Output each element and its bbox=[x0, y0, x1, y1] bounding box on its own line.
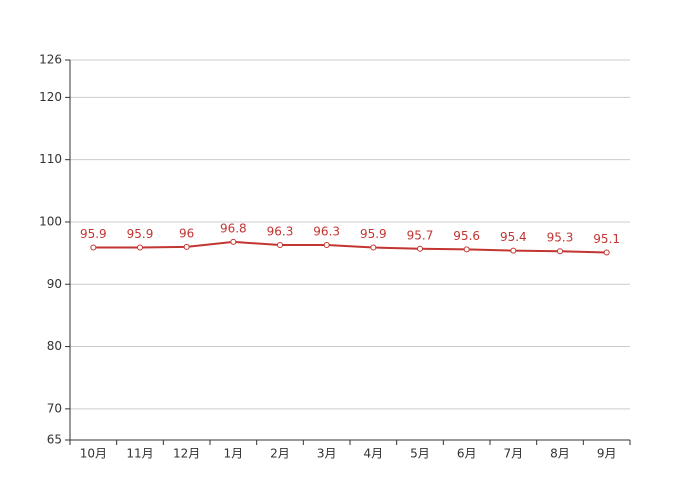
y-tick-label: 120 bbox=[39, 90, 62, 104]
data-label: 95.4 bbox=[500, 230, 527, 244]
data-label: 95.9 bbox=[127, 227, 154, 241]
x-tick-label: 11月 bbox=[126, 447, 153, 461]
data-label: 95.6 bbox=[453, 229, 480, 243]
x-tick-label: 3月 bbox=[317, 447, 337, 461]
data-point bbox=[277, 242, 283, 249]
data-point bbox=[90, 244, 97, 251]
data-label: 96.8 bbox=[220, 221, 247, 235]
y-tick-label: 100 bbox=[39, 214, 62, 228]
x-tick-label: 2月 bbox=[270, 447, 290, 461]
x-tick-label: 6月 bbox=[457, 447, 477, 461]
data-point bbox=[183, 243, 190, 250]
data-point bbox=[137, 244, 143, 251]
data-label: 95.9 bbox=[360, 227, 387, 241]
x-tick-label: 1月 bbox=[224, 447, 244, 461]
data-label: 95.9 bbox=[80, 227, 107, 241]
data-label: 95.1 bbox=[593, 232, 620, 246]
data-point bbox=[370, 244, 377, 251]
y-tick-label: 110 bbox=[39, 152, 62, 166]
y-tick-label: 65 bbox=[47, 433, 62, 447]
data-point bbox=[323, 242, 330, 249]
x-tick-label: 12月 bbox=[173, 447, 200, 461]
data-label: 95.7 bbox=[407, 228, 434, 242]
x-tick-label: 10月 bbox=[80, 447, 107, 461]
data-line bbox=[93, 240, 607, 254]
x-tick-label: 4月 bbox=[364, 447, 384, 461]
data-point bbox=[557, 248, 563, 255]
data-point bbox=[603, 249, 610, 256]
data-point bbox=[417, 245, 423, 252]
data-point bbox=[463, 246, 470, 253]
data-label: 96.3 bbox=[267, 225, 294, 239]
data-point bbox=[510, 247, 517, 254]
y-tick-label: 70 bbox=[47, 401, 62, 415]
y-tick-label: 80 bbox=[47, 339, 62, 353]
x-tick-label: 9月 bbox=[597, 447, 617, 461]
data-label: 96 bbox=[179, 226, 194, 240]
y-tick-label: 90 bbox=[47, 277, 62, 291]
data-point bbox=[230, 238, 237, 245]
x-tick-label: 7月 bbox=[504, 447, 524, 461]
data-label: 95.3 bbox=[547, 231, 574, 245]
data-label: 96.3 bbox=[313, 225, 340, 239]
x-tick-label: 8月 bbox=[550, 447, 570, 461]
x-tick-label: 5月 bbox=[410, 447, 430, 461]
y-tick-label: 126 bbox=[39, 53, 62, 67]
